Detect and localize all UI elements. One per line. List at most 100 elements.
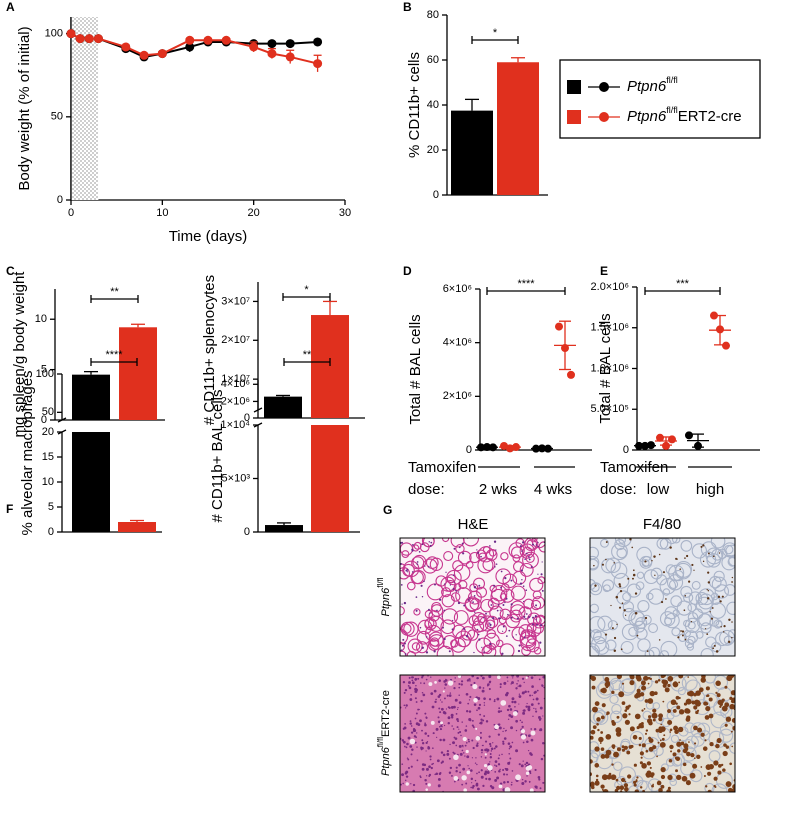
texture <box>498 707 501 710</box>
texture <box>661 679 666 684</box>
texture <box>529 694 532 697</box>
texture <box>641 709 644 712</box>
texture <box>649 690 655 697</box>
texture <box>498 726 502 730</box>
texture <box>489 623 492 627</box>
texture <box>405 775 409 778</box>
texture <box>434 700 437 704</box>
texture <box>435 772 439 776</box>
image-frame <box>399 674 546 793</box>
texture <box>411 571 414 573</box>
texture <box>421 747 424 750</box>
texture <box>437 720 441 724</box>
texture <box>415 609 418 612</box>
texture <box>482 558 496 571</box>
texture <box>457 731 460 734</box>
texture <box>722 768 726 772</box>
texture <box>401 644 405 647</box>
y-tick-label: 0 <box>623 444 629 456</box>
texture <box>721 595 724 598</box>
texture <box>511 741 514 744</box>
texture <box>642 789 646 792</box>
texture <box>648 646 661 656</box>
texture <box>665 757 675 767</box>
texture <box>512 554 521 563</box>
texture <box>515 774 522 781</box>
texture <box>516 617 519 620</box>
texture <box>594 763 600 768</box>
texture <box>635 627 648 640</box>
row-label: Ptpn6fl/flERT2-cre <box>376 690 392 776</box>
texture <box>421 729 423 732</box>
texture <box>500 586 502 589</box>
texture <box>463 604 466 607</box>
texture <box>639 751 644 756</box>
texture <box>618 538 627 544</box>
x-axis-label: Time (days) <box>169 228 248 245</box>
texture <box>527 690 530 693</box>
texture <box>481 676 485 680</box>
texture <box>473 703 477 706</box>
texture <box>709 741 714 747</box>
texture <box>461 749 464 752</box>
texture <box>409 738 416 745</box>
texture <box>424 779 427 782</box>
texture <box>466 629 479 641</box>
texture <box>457 550 472 565</box>
texture <box>443 637 446 641</box>
texture <box>520 629 531 639</box>
texture <box>541 589 544 592</box>
y-axis-label: % CD11b+ cells <box>406 52 423 158</box>
texture <box>532 590 542 600</box>
texture <box>623 745 628 750</box>
texture <box>404 745 406 748</box>
texture <box>644 560 647 563</box>
texture <box>408 686 412 690</box>
texture <box>485 777 488 780</box>
texture <box>718 552 721 554</box>
texture <box>486 684 489 687</box>
texture <box>467 702 470 705</box>
y-tick-label: 5×10³ <box>222 472 251 484</box>
data-point <box>555 322 563 331</box>
texture <box>624 786 629 792</box>
texture <box>657 741 660 744</box>
texture <box>455 589 457 592</box>
y-tick-label: 1×10⁴ <box>220 419 250 431</box>
texture <box>494 761 497 763</box>
texture <box>496 624 508 635</box>
texture <box>712 555 715 558</box>
texture <box>476 628 479 631</box>
texture <box>412 783 416 787</box>
texture <box>486 771 490 775</box>
texture <box>611 744 616 749</box>
texture <box>594 746 600 752</box>
texture <box>480 769 483 772</box>
texture <box>500 710 503 713</box>
texture <box>627 577 630 580</box>
texture <box>458 546 461 549</box>
texture <box>443 609 446 612</box>
panel-label: D <box>403 264 412 278</box>
texture <box>443 697 446 700</box>
texture <box>732 784 735 790</box>
texture <box>471 739 474 742</box>
texture <box>709 611 711 613</box>
texture <box>407 766 411 770</box>
texture <box>613 562 615 564</box>
data-point <box>185 35 195 45</box>
texture <box>719 705 722 708</box>
texture <box>421 767 425 771</box>
texture <box>512 711 518 716</box>
texture <box>461 744 464 747</box>
image-frame <box>589 537 736 657</box>
texture <box>537 776 541 779</box>
texture <box>470 683 473 687</box>
texture <box>662 700 665 703</box>
texture <box>472 601 474 604</box>
texture <box>462 767 466 771</box>
texture <box>515 634 517 636</box>
texture <box>652 702 661 710</box>
texture <box>462 552 465 555</box>
bar <box>451 110 493 195</box>
